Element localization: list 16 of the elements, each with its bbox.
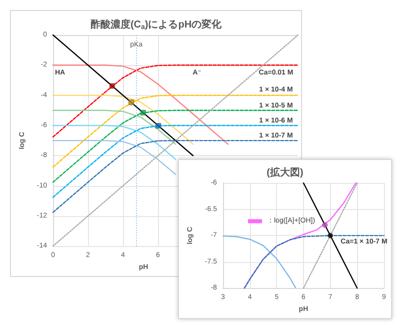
line-series xyxy=(52,34,194,156)
line-series xyxy=(52,124,176,160)
point xyxy=(140,110,146,116)
line-series xyxy=(52,110,299,183)
point xyxy=(128,100,134,106)
line-series xyxy=(52,110,176,145)
point xyxy=(109,83,115,89)
line-series xyxy=(222,235,296,288)
line-series xyxy=(52,64,299,138)
line-series xyxy=(52,124,299,198)
line-series xyxy=(52,64,229,145)
chart-title: (拡大図) xyxy=(266,166,304,178)
point xyxy=(156,123,162,129)
line-series xyxy=(52,94,194,145)
line-series xyxy=(52,94,299,168)
line-series xyxy=(52,140,299,213)
